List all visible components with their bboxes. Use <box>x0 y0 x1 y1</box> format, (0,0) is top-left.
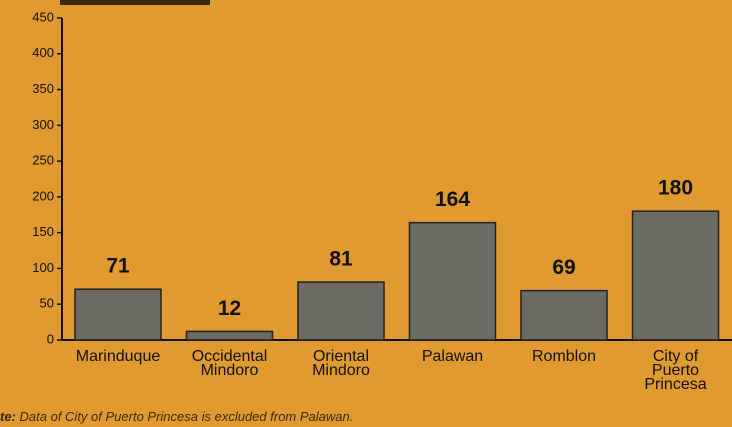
bar <box>187 331 273 340</box>
value-label: 71 <box>106 255 130 278</box>
bar <box>298 282 384 340</box>
y-tick-label: 200 <box>32 188 54 203</box>
note-label: te: <box>0 409 16 424</box>
chart: te: Data of City of Puerto Princesa is e… <box>0 0 732 427</box>
y-tick-label: 450 <box>32 9 54 24</box>
page: {"chart_data": {"type": "bar", "categori… <box>0 0 732 427</box>
value-label: 180 <box>658 177 693 200</box>
x-tick-label-line: Palawan <box>422 348 483 365</box>
y-tick-label: 50 <box>40 296 54 311</box>
header-fragment <box>60 0 210 5</box>
bar <box>521 291 607 340</box>
value-label: 69 <box>552 256 575 279</box>
x-tick-label-line: Princesa <box>644 376 706 393</box>
x-tick-label: Palawan <box>422 348 483 365</box>
note: te: Data of City of Puerto Princesa is e… <box>0 409 353 424</box>
bar <box>410 223 496 340</box>
x-tick-label-line: Mindoro <box>201 362 259 379</box>
note-text: Data of City of Puerto Princesa is exclu… <box>20 409 354 424</box>
y-tick-label: 100 <box>32 260 54 275</box>
x-tick-label-line: Romblon <box>532 348 596 365</box>
y-tick-label: 350 <box>32 81 54 96</box>
bar <box>633 211 719 340</box>
value-label: 12 <box>218 297 241 320</box>
y-tick-label: 250 <box>32 153 54 168</box>
x-tick-label: Marinduque <box>76 348 161 365</box>
value-label: 164 <box>435 188 470 211</box>
y-tick-label: 400 <box>32 45 54 60</box>
x-tick-label-line: Marinduque <box>76 348 161 365</box>
value-label: 81 <box>329 248 353 271</box>
y-tick-label: 300 <box>32 117 54 132</box>
y-tick-label: 150 <box>32 224 54 239</box>
x-tick-label: Romblon <box>532 348 596 365</box>
y-tick-label: 0 <box>47 331 54 346</box>
x-tick-label-line: Mindoro <box>312 362 370 379</box>
bar <box>75 289 161 340</box>
